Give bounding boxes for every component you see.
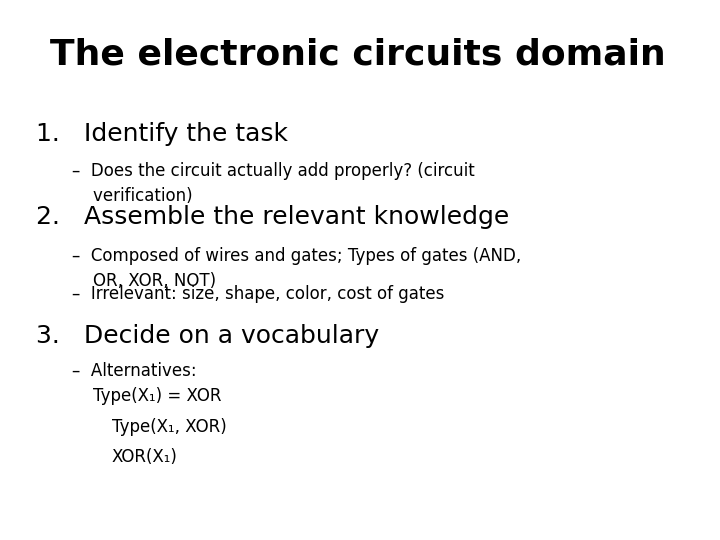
Text: –  Does the circuit actually add properly? (circuit
    verification): – Does the circuit actually add properly…: [72, 162, 474, 205]
Text: 1.   Identify the task: 1. Identify the task: [36, 122, 288, 145]
Text: 2.   Assemble the relevant knowledge: 2. Assemble the relevant knowledge: [36, 205, 509, 229]
Text: –  Irrelevant: size, shape, color, cost of gates: – Irrelevant: size, shape, color, cost o…: [72, 285, 444, 303]
Text: –  Composed of wires and gates; Types of gates (AND,
    OR, XOR, NOT): – Composed of wires and gates; Types of …: [72, 247, 521, 290]
Text: The electronic circuits domain: The electronic circuits domain: [50, 38, 666, 72]
Text: Type(X₁, XOR)
XOR(X₁): Type(X₁, XOR) XOR(X₁): [112, 418, 226, 465]
Text: –  Alternatives:
    Type(X₁) = XOR: – Alternatives: Type(X₁) = XOR: [72, 362, 222, 405]
Text: 3.   Decide on a vocabulary: 3. Decide on a vocabulary: [36, 324, 379, 348]
